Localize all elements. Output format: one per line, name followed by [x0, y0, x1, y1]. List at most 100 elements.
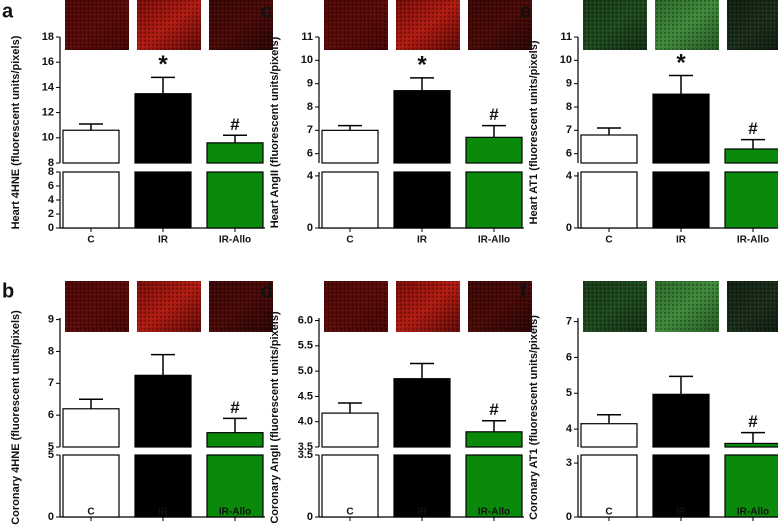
- x-tick-label: IR-Allo: [219, 507, 251, 518]
- bar: [580, 423, 638, 448]
- bar: [465, 454, 523, 518]
- y-tick-label: 4: [566, 170, 573, 182]
- micrograph-texture: [655, 0, 719, 50]
- significance-marker: *: [158, 51, 168, 78]
- y-tick-label: 9: [307, 78, 313, 90]
- bar: [465, 171, 523, 229]
- micrograph-texture: [583, 281, 647, 332]
- bar: [580, 454, 638, 518]
- micrograph-texture: [727, 0, 778, 50]
- y-axis-label: Coronary AngII (fluorescent units/pixels…: [269, 311, 281, 524]
- y-tick-label: 8: [48, 157, 54, 169]
- x-tick-label: C: [87, 235, 94, 246]
- bar: [62, 408, 120, 448]
- micrograph-texture: [468, 281, 532, 332]
- bar: [321, 129, 379, 164]
- micrograph-texture: [396, 0, 460, 50]
- bar: [393, 378, 451, 448]
- y-axis-label: Coronary 4HNE (fluorescent units/pixels): [10, 310, 22, 525]
- y-tick-label: 8: [48, 166, 54, 178]
- micrograph-texture: [65, 281, 129, 332]
- panel-label: f: [520, 280, 527, 302]
- y-tick-label: 4: [48, 194, 55, 206]
- y-tick-label: 10: [560, 54, 572, 66]
- y-tick-label: 6: [566, 351, 572, 363]
- y-tick-label: 18: [42, 31, 54, 43]
- micrograph-texture: [468, 0, 532, 50]
- bar: [724, 442, 778, 448]
- x-tick-label: IR-Allo: [478, 235, 510, 246]
- y-tick-label: 8: [566, 101, 572, 113]
- y-tick-label: 7: [566, 315, 572, 327]
- y-tick-label: 16: [42, 56, 54, 68]
- micrograph-texture: [137, 281, 201, 332]
- y-tick-label: 3.5: [298, 449, 313, 461]
- y-tick-label: 0: [48, 511, 54, 523]
- y-tick-label: 8: [48, 345, 54, 357]
- y-tick-label: 0: [566, 222, 572, 234]
- y-tick-label: 6: [48, 409, 54, 421]
- bar: [62, 171, 120, 229]
- y-tick-label: 6: [48, 180, 54, 192]
- micrograph-texture: [209, 0, 273, 50]
- bar: [652, 171, 710, 229]
- y-tick-label: 4.5: [298, 390, 313, 402]
- y-tick-label: 6.0: [298, 314, 313, 326]
- y-tick-label: 0: [307, 222, 313, 234]
- significance-marker: #: [489, 400, 499, 419]
- micrograph-texture: [324, 281, 388, 332]
- bar: [724, 454, 778, 518]
- y-tick-label: 9: [48, 313, 54, 325]
- y-tick-label: 7: [48, 377, 54, 389]
- micrograph-texture: [655, 281, 719, 332]
- y-tick-label: 0: [307, 511, 313, 523]
- y-tick-label: 5: [566, 387, 572, 399]
- x-tick-label: IR-Allo: [219, 235, 251, 246]
- panel: a Heart 4HNE (fluorescent units/pixels) 0 2…: [2, 0, 273, 246]
- y-tick-label: 10: [301, 54, 313, 66]
- y-axis-label: Heart AngII (fluorescent units/pixels): [269, 36, 281, 228]
- bar: [724, 171, 778, 229]
- x-tick-label: IR: [417, 235, 428, 246]
- y-tick-label: 11: [301, 31, 313, 43]
- significance-marker: #: [748, 119, 758, 138]
- bar: [465, 136, 523, 164]
- y-tick-label: 8: [307, 101, 313, 113]
- y-axis-label: Coronary AT1 (fluorescent units/pixels): [528, 315, 540, 520]
- bar: [134, 93, 192, 164]
- bar: [652, 393, 710, 448]
- y-tick-label: 0: [566, 511, 572, 523]
- x-tick-label: IR: [676, 235, 687, 246]
- significance-marker: #: [489, 105, 499, 124]
- panel-label: c: [261, 0, 272, 22]
- panel-label: b: [2, 280, 14, 302]
- bar: [580, 171, 638, 229]
- y-tick-label: 6: [307, 148, 313, 160]
- x-tick-label: C: [605, 507, 612, 518]
- bar: [465, 431, 523, 448]
- bar: [206, 454, 264, 518]
- panel: d Coronary AngII (fluorescent units/pixel…: [261, 280, 532, 524]
- bar: [62, 454, 120, 518]
- y-tick-label: 5.0: [298, 365, 313, 377]
- micrograph-texture: [324, 0, 388, 50]
- bar: [652, 93, 710, 164]
- x-tick-label: C: [87, 507, 94, 518]
- x-tick-label: IR-Allo: [478, 507, 510, 518]
- y-tick-label: 9: [566, 78, 572, 90]
- y-tick-label: 3.5: [298, 441, 313, 453]
- y-tick-label: 12: [42, 107, 54, 119]
- significance-marker: #: [230, 115, 240, 134]
- y-tick-label: 5: [48, 441, 54, 453]
- bar: [580, 134, 638, 164]
- panel-label: e: [520, 0, 531, 22]
- bar: [206, 171, 264, 229]
- y-tick-label: 4: [566, 423, 573, 435]
- micrograph-texture: [396, 281, 460, 332]
- micrograph-texture: [209, 281, 273, 332]
- x-tick-label: C: [605, 235, 612, 246]
- significance-marker: *: [676, 49, 686, 76]
- bar: [321, 412, 379, 448]
- y-tick-label: 10: [42, 132, 54, 144]
